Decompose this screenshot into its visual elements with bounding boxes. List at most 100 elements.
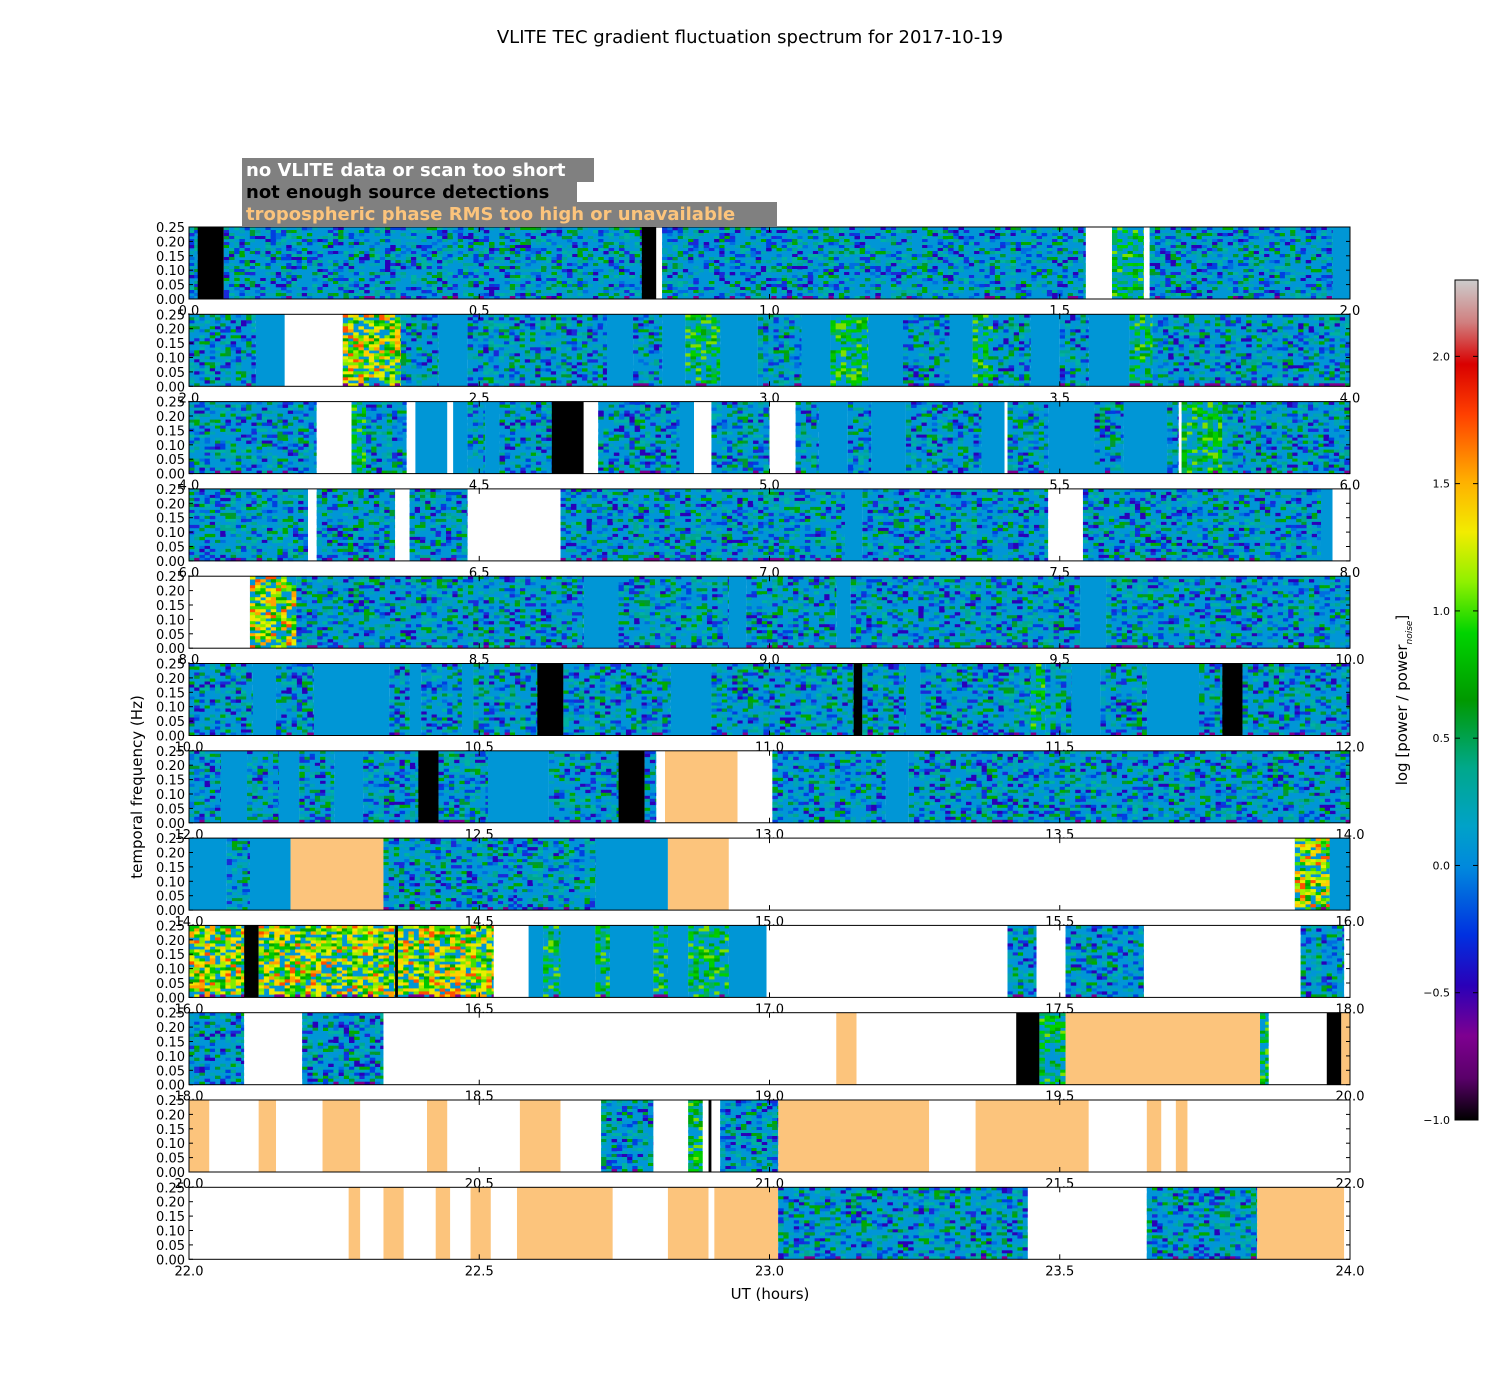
panel-11-xtick-label: 22.0 xyxy=(175,1264,204,1279)
panel-5-segment-21 xyxy=(1071,663,1101,736)
panel-7-segment-0 xyxy=(189,838,227,911)
panel-2-ytick-label: 0.25 xyxy=(156,396,185,411)
legend-entry-nodata: no VLITE data or scan too short xyxy=(246,160,566,181)
panel-9-segment-5 xyxy=(856,1012,1017,1085)
panel-5-spectrum-19 xyxy=(1030,663,1046,736)
panel-10-spectrum-10 xyxy=(601,1100,654,1173)
panel-0-segment-10 xyxy=(1332,227,1350,299)
panel-1-segment-11 xyxy=(720,314,758,387)
panel-1-segment-22 xyxy=(1088,314,1130,387)
panel-9-segment-11 xyxy=(1326,1012,1342,1085)
panel-10-segment-4 xyxy=(322,1100,361,1172)
panel-11-xtick-label: 23.0 xyxy=(755,1264,784,1279)
panel-6-spectrum-0 xyxy=(189,750,222,824)
colorbar-tick-label: −1.0 xyxy=(1423,1114,1450,1127)
panel-4-ytick-label: 0.15 xyxy=(156,599,185,614)
panel-11-ytick-label: 0.10 xyxy=(156,1225,185,1240)
panel-10-segment-24 xyxy=(1175,1100,1188,1172)
colorbar-label: log [power / powernoise] xyxy=(1393,615,1415,786)
panel-7-spectrum-9 xyxy=(1294,838,1330,911)
panel-10-ytick-label: 0.05 xyxy=(156,1152,185,1167)
panel-6-segment-9 xyxy=(487,750,549,823)
panel-10-segment-0 xyxy=(189,1100,210,1172)
colorbar-tick-label: 0.0 xyxy=(1433,859,1451,872)
panel-11-xtick-label: 22.5 xyxy=(465,1264,494,1279)
panel-10-segment-14 xyxy=(708,1100,712,1172)
panel-9-segment-3 xyxy=(383,1012,837,1085)
panel-4-segment-7 xyxy=(836,576,851,649)
panel-11-spectrum-14 xyxy=(778,1187,1029,1260)
panel-6-segment-14 xyxy=(665,750,738,823)
panel-5-segment-25 xyxy=(1222,663,1243,736)
panel-8-spectrum-13 xyxy=(688,925,730,998)
panel-2-spectrum-2 xyxy=(351,401,367,474)
panel-9-ytick-label: 0.25 xyxy=(156,1007,185,1022)
panel-7-spectrum-5 xyxy=(516,838,596,911)
panel-11-segment-5 xyxy=(435,1187,451,1260)
panel-11-segment-4 xyxy=(403,1187,436,1260)
panel-2-spectrum-27 xyxy=(1094,401,1124,474)
panel-0-segment-8 xyxy=(1143,227,1150,299)
panel-3-segment-1 xyxy=(308,488,317,561)
panel-7-segment-3 xyxy=(290,838,384,911)
panel-8-segment-3 xyxy=(395,925,398,998)
panel-10-segment-3 xyxy=(276,1100,323,1172)
panel-5-spectrum-22 xyxy=(1100,663,1148,736)
panel-7-spectrum-1 xyxy=(226,838,251,911)
panel-6-segment-7 xyxy=(418,750,439,823)
panel-5-ytick-label: 0.10 xyxy=(156,701,185,716)
panel-0-spectrum-2 xyxy=(223,227,643,300)
panel-10-ytick-label: 0.10 xyxy=(156,1137,185,1152)
panel-8-segment-21 xyxy=(1344,925,1350,998)
panel-1-spectrum-4 xyxy=(400,314,439,387)
panel-2-spectrum-8 xyxy=(467,401,486,474)
panel-5-spectrum-14 xyxy=(769,663,854,736)
panel-8-ytick-label: 0.25 xyxy=(156,919,185,934)
panel-5-spectrum-4 xyxy=(389,663,410,736)
panel-10-segment-11 xyxy=(653,1100,689,1172)
panel-3-ytick-label: 0.20 xyxy=(156,497,185,512)
panel-5-segment-23 xyxy=(1146,663,1200,736)
panel-2-spectrum-20 xyxy=(847,401,872,474)
panel-9-ytick-label: 0.20 xyxy=(156,1021,185,1036)
panel-9-segment-12 xyxy=(1341,1012,1350,1085)
panel-10-segment-8 xyxy=(519,1100,561,1172)
panel-11-segment-8 xyxy=(490,1187,517,1260)
panel-2-segment-30 xyxy=(1178,401,1182,474)
panel-1-spectrum-0 xyxy=(189,314,257,387)
panel-3-spectrum-2 xyxy=(316,488,396,562)
panel-2: 0.000.050.100.150.200.254.0 4.5 5.0 5.5 6.0 xyxy=(156,396,1360,494)
panel-6-spectrum-4 xyxy=(299,750,335,824)
panel-2-spectrum-10 xyxy=(499,401,553,474)
panel-4-segment-0 xyxy=(189,576,250,649)
panel-2-segment-5 xyxy=(415,401,448,474)
panel-5-ytick-label: 0.25 xyxy=(156,658,185,673)
panel-6-ytick-label: 0.15 xyxy=(156,774,185,789)
panel-6-spectrum-6 xyxy=(363,750,419,824)
panel-9-segment-4 xyxy=(836,1012,857,1085)
panel-1-segment-5 xyxy=(438,314,468,387)
panel-10-segment-19 xyxy=(929,1100,976,1172)
panel-8-segment-19 xyxy=(1143,925,1301,998)
legend: no VLITE data or scan too short not enou… xyxy=(242,158,777,226)
panel-2-spectrum-29 xyxy=(1167,401,1180,474)
legend-bg-1 xyxy=(242,158,594,182)
panel-2-spectrum-0 xyxy=(189,401,318,474)
panel-6-ytick-label: 0.00 xyxy=(156,817,185,832)
panel-11-segment-0 xyxy=(189,1187,349,1260)
panel-7-segment-10 xyxy=(1329,838,1350,911)
panel-5-ytick-label: 0.00 xyxy=(156,730,185,745)
panel-1-segment-1 xyxy=(255,314,285,387)
panel-4-spectrum-10 xyxy=(1106,576,1351,649)
panel-0-segment-3 xyxy=(641,227,657,299)
colorbar-tick-label: 1.5 xyxy=(1433,478,1451,491)
panel-10-ytick-label: 0.20 xyxy=(156,1108,185,1123)
panel-3-segment-7 xyxy=(844,488,863,561)
legend-bg-3 xyxy=(242,202,777,226)
panel-2-ytick-label: 0.10 xyxy=(156,439,185,454)
panel-9-segment-8 xyxy=(1065,1012,1261,1085)
panel-2-segment-1 xyxy=(316,401,352,474)
panel-2-spectrum-3 xyxy=(366,401,407,474)
panel-6-ytick-label: 0.05 xyxy=(156,802,185,817)
